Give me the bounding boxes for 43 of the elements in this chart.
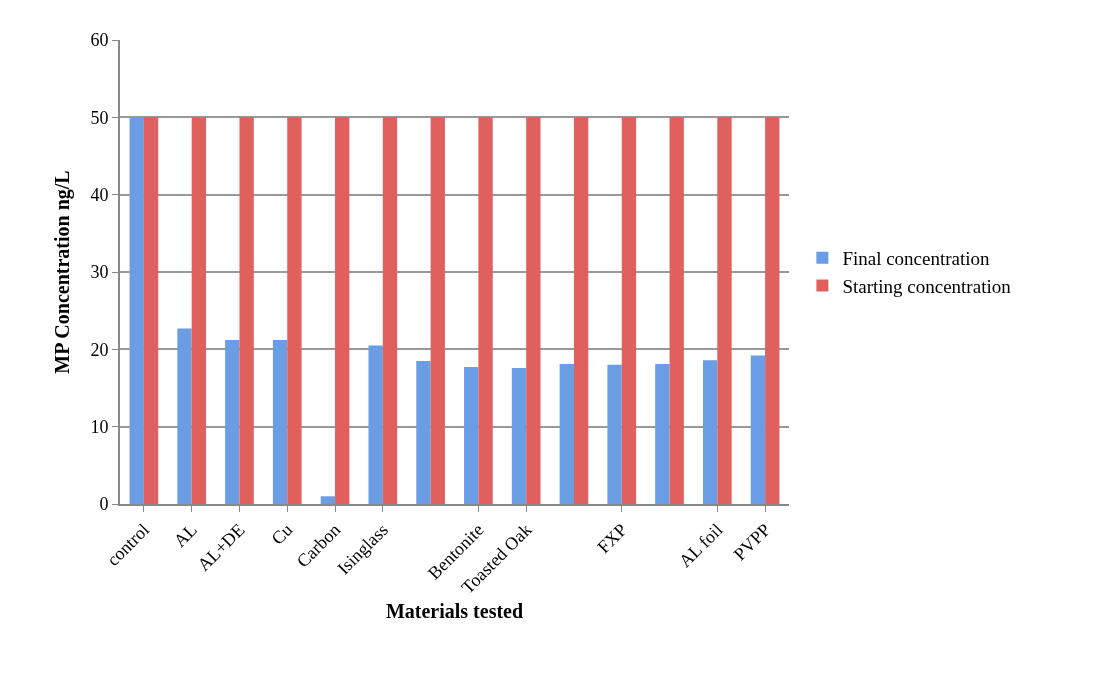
legend-label: Starting concentration	[842, 275, 1012, 297]
bar	[559, 364, 574, 504]
bar	[191, 117, 207, 504]
bar	[511, 367, 527, 504]
x-tick-label: Cu	[267, 519, 297, 549]
bar	[177, 328, 192, 504]
bar	[464, 367, 479, 504]
bar	[702, 360, 718, 504]
bar	[272, 340, 288, 504]
bar	[129, 117, 144, 504]
bar	[335, 117, 350, 504]
bar	[320, 496, 336, 504]
y-axis-title: MP Concentration ng/L	[51, 170, 74, 374]
bar	[416, 360, 431, 504]
bar	[368, 345, 383, 504]
bar	[143, 117, 159, 504]
x-tick-label: AL foil	[675, 519, 727, 572]
bar	[287, 117, 302, 504]
bar	[225, 340, 240, 504]
bar	[526, 117, 541, 504]
bar	[239, 117, 254, 504]
bar	[430, 117, 445, 504]
bar	[382, 117, 398, 504]
bar	[478, 117, 493, 504]
y-tick-label: 50	[90, 107, 109, 128]
x-tick-label: FXP	[593, 519, 631, 558]
bar	[573, 117, 589, 504]
x-axis-title: Materials tested	[385, 599, 524, 622]
y-tick-label: 30	[90, 262, 109, 283]
y-tick-label: 10	[90, 416, 109, 437]
bar	[669, 117, 684, 504]
x-tick-label: AL	[169, 519, 201, 551]
y-tick-label: 0	[99, 494, 109, 515]
legend-label: Final concentration	[842, 248, 991, 270]
bar	[750, 355, 766, 504]
y-tick-label: 40	[90, 184, 109, 205]
bar	[621, 117, 637, 504]
bar	[765, 117, 780, 504]
bar	[607, 364, 622, 504]
bar	[655, 364, 670, 504]
bar	[717, 117, 732, 504]
y-tick-label: 60	[90, 30, 109, 51]
y-tick-label: 20	[90, 339, 109, 360]
